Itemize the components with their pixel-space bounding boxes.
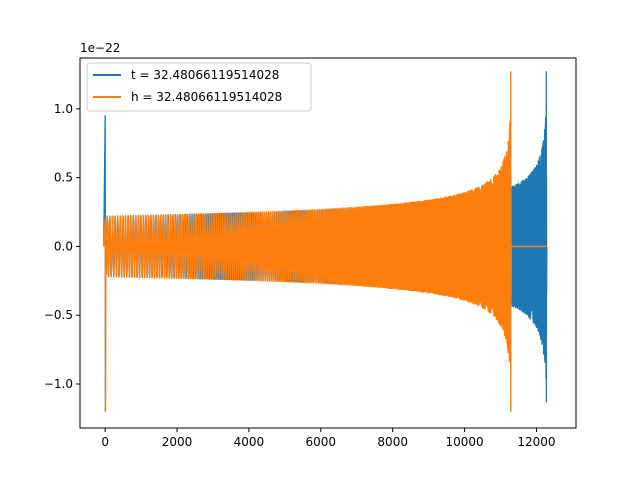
x-axis-ticks: 0 2000 4000 6000 8000 10000 12000 xyxy=(101,428,556,449)
y-offset-text: 1e−22 xyxy=(80,41,120,55)
legend-label-t: t = 32.48066119514028 xyxy=(131,68,279,82)
x-tick-label: 2000 xyxy=(162,435,193,449)
x-tick-label: 4000 xyxy=(234,435,265,449)
y-axis-ticks: −1.0 −0.5 0.0 0.5 1.0 xyxy=(44,102,80,391)
series-layer xyxy=(103,71,548,413)
y-tick-label: 0.5 xyxy=(54,171,73,185)
axes-frame xyxy=(79,57,577,429)
x-tick-label: 8000 xyxy=(377,435,408,449)
series-line-h xyxy=(103,71,547,413)
x-tick-label: 12000 xyxy=(517,435,555,449)
x-tick-label: 6000 xyxy=(306,435,337,449)
y-tick-label: 1.0 xyxy=(54,102,73,116)
x-tick-label: 0 xyxy=(101,435,109,449)
y-tick-label: −1.0 xyxy=(44,377,73,391)
legend: t = 32.48066119514028 h = 32.48066119514… xyxy=(86,62,312,112)
y-tick-label: −0.5 xyxy=(44,308,73,322)
x-tick-label: 10000 xyxy=(445,435,483,449)
y-tick-label: 0.0 xyxy=(54,239,73,253)
legend-box xyxy=(86,62,312,112)
legend-label-h: h = 32.48066119514028 xyxy=(131,90,282,104)
